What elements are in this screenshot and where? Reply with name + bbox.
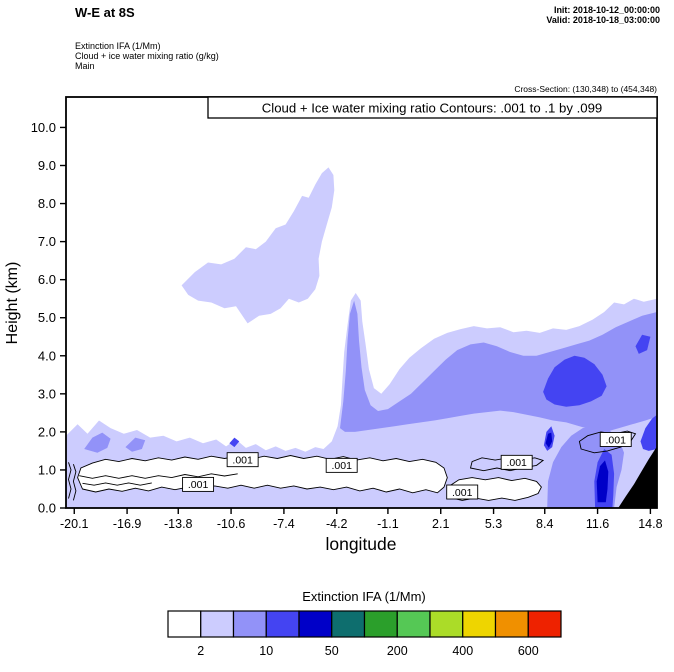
- contour-label: .001: [606, 434, 627, 446]
- colorbar: Extinction IFA (1/Mm) 2 10 50 200 400 600: [167, 589, 562, 658]
- contour-label-box: [500, 454, 533, 470]
- colorbar-cell: [167, 610, 202, 638]
- plot-area: .001 .001 .001 .001 .001 .001 Cloud + Ice wat…: [65, 96, 658, 509]
- field-label-mixing-ratio: Cloud + ice water mixing ratio (g/kg): [75, 51, 219, 61]
- contour-line: [68, 462, 72, 499]
- colorbar-cell: [232, 610, 267, 638]
- contour-label: .001: [232, 454, 253, 466]
- colorbar-labels: 2 10 50 200 400 600: [197, 644, 538, 658]
- contour-label: .001: [331, 460, 352, 472]
- x-tick-label: 8.4: [536, 517, 553, 531]
- y-tick-label: 6.0: [38, 272, 56, 287]
- init-time-label: Init: 2018-10-12_00:00:00: [554, 5, 660, 15]
- region-medium-left-patch-1: [84, 432, 111, 453]
- y-tick-label: 8.0: [38, 196, 56, 211]
- contour-label-box: [446, 484, 479, 500]
- region-medium-left-patch-2: [125, 437, 146, 452]
- colorbar-cell: [200, 610, 235, 638]
- colorbar-cell: [265, 610, 300, 638]
- region-blue-core: [543, 355, 607, 407]
- x-tick-label: -7.4: [273, 517, 295, 531]
- plot-title: Cloud + Ice water mixing ratio Contours:…: [262, 101, 603, 116]
- colorbar-cell: [363, 610, 398, 638]
- region-blue-top-right: [635, 334, 651, 354]
- colorbar-cell: [462, 610, 497, 638]
- contour-line: [79, 473, 238, 479]
- x-tick-label: -10.6: [217, 517, 246, 531]
- contour-line: [72, 464, 77, 501]
- x-axis: -20.1 -16.9 -13.8 -10.6 -7.4 -4.2 -1.1 2.1 5.3 8.…: [60, 508, 663, 531]
- contour-label: .001: [188, 479, 209, 491]
- x-tick-label: -1.1: [377, 517, 399, 531]
- colorbar-tick-label: 2: [197, 644, 204, 658]
- contour-label: .001: [452, 487, 473, 499]
- x-axis-title: longitude: [325, 534, 396, 554]
- colorbar-cells: [167, 610, 562, 638]
- region-terrain: [618, 446, 657, 508]
- x-tick-label: 14.8: [638, 517, 662, 531]
- colorbar-cell: [494, 610, 529, 638]
- colorbar-tick-label: 10: [259, 644, 273, 658]
- x-tick-label: -13.8: [164, 517, 193, 531]
- colorbar-cell: [429, 610, 464, 638]
- x-tick-label: 2.1: [432, 517, 449, 531]
- field-label-extinction: Extinction IFA (1/Mm): [75, 41, 161, 51]
- contour-label-box: [599, 432, 632, 447]
- contour-label-box: [226, 452, 259, 468]
- contour-line: [82, 482, 152, 486]
- y-tick-label: 1.0: [38, 462, 56, 477]
- x-tick-label: -20.1: [60, 517, 89, 531]
- region-blue-left-speck: [229, 437, 240, 448]
- contour-line: [469, 457, 545, 472]
- y-tick-label: 5.0: [38, 310, 56, 325]
- page-title: W-E at 8S: [75, 5, 135, 20]
- y-tick-label: 2.0: [38, 424, 56, 439]
- y-tick-label: 9.0: [38, 158, 56, 173]
- field-label-domain: Main: [75, 61, 95, 71]
- plot-title-box: [207, 96, 658, 119]
- x-tick-label: 11.6: [586, 517, 609, 531]
- colorbar-cell: [396, 610, 431, 638]
- colorbar-tick-label: 600: [518, 644, 539, 658]
- cross-section-label: Cross-Section: (130,348) to (454,348): [514, 84, 657, 94]
- region-light-upper-cloud: [181, 167, 335, 324]
- contour-label: .001: [506, 457, 527, 469]
- colorbar-title: Extinction IFA (1/Mm): [302, 589, 426, 604]
- y-tick-label: 10.0: [31, 120, 56, 135]
- y-tick-label: 0.0: [38, 501, 56, 516]
- colorbar-tick-label: 200: [387, 644, 408, 658]
- contour-label-layer: .001 .001 .001 .001 .001 .001: [182, 432, 632, 500]
- region-navy-low-column: [596, 460, 609, 503]
- x-tick-label: 5.3: [485, 517, 502, 531]
- colorbar-tick-label: 400: [452, 644, 473, 658]
- contour-label-box: [325, 457, 358, 473]
- colorbar-cell: [527, 610, 562, 638]
- y-tick-label: 3.0: [38, 386, 56, 401]
- y-axis: 0.0 1.0 2.0 3.0 4.0 5.0 6.0 7.0 8.0 9.0 10.0: [31, 120, 66, 516]
- y-tick-label: 4.0: [38, 348, 56, 363]
- colorbar-tick-label: 50: [325, 644, 339, 658]
- colorbar-cell: [331, 610, 366, 638]
- valid-time-label: Valid: 2018-10-18_03:00:00: [546, 15, 660, 25]
- y-axis-title: Height (km): [4, 262, 21, 345]
- contour-label-box: [182, 476, 215, 492]
- filled-contour-layer: [66, 167, 657, 508]
- colorbar-cell: [298, 610, 333, 638]
- x-tick-label: -16.9: [113, 517, 142, 531]
- x-tick-label: -4.2: [326, 517, 348, 531]
- region-navy-spot: [545, 432, 553, 448]
- region-blue-right-edge: [640, 414, 657, 451]
- y-tick-label: 7.0: [38, 234, 56, 249]
